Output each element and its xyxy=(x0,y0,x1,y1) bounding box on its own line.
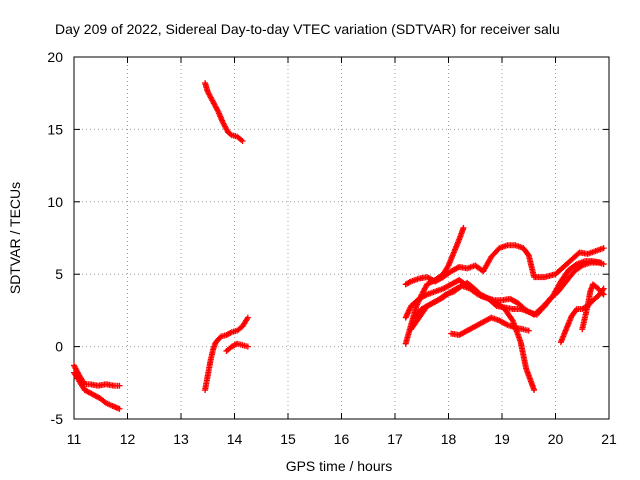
data-point xyxy=(116,405,123,412)
y-tick-label: 15 xyxy=(47,121,63,137)
y-tick-label: 5 xyxy=(55,266,63,282)
data-point xyxy=(227,131,234,138)
x-tick-label: 13 xyxy=(173,431,189,447)
x-tick-label: 17 xyxy=(387,431,403,447)
data-point xyxy=(460,224,467,231)
y-tick-label: 0 xyxy=(55,339,63,355)
series-track-2 xyxy=(71,369,123,412)
data-point xyxy=(600,291,607,298)
data-point xyxy=(503,321,510,328)
series-track-5 xyxy=(223,340,251,354)
chart-title: Day 209 of 2022, Sidereal Day-to-day VTE… xyxy=(55,21,560,37)
x-axis-label: GPS time / hours xyxy=(286,458,393,474)
data-point xyxy=(244,314,251,321)
y-tick-label: 20 xyxy=(47,49,63,65)
data-point xyxy=(573,307,580,314)
data-point xyxy=(116,382,123,389)
data-points xyxy=(71,80,607,412)
y-axis-label: SDTVAR / TECUs xyxy=(7,182,23,294)
data-point xyxy=(531,387,538,394)
x-tick-label: 20 xyxy=(548,431,564,447)
data-point xyxy=(524,251,531,258)
data-point xyxy=(492,302,499,309)
grid-lines xyxy=(74,57,609,419)
data-point xyxy=(525,327,532,334)
x-tick-label: 19 xyxy=(494,431,510,447)
x-tick-label: 21 xyxy=(601,431,617,447)
y-tick-label: 10 xyxy=(47,194,63,210)
series-track-11 xyxy=(448,314,532,339)
series-track-3 xyxy=(202,80,246,144)
data-point xyxy=(600,245,607,252)
series-track-13 xyxy=(579,281,607,333)
data-point xyxy=(600,285,607,292)
y-tick-label: -5 xyxy=(51,411,64,427)
data-point xyxy=(406,279,413,286)
series-track-4 xyxy=(202,314,251,394)
series-track-8 xyxy=(402,276,538,394)
x-tick-label: 15 xyxy=(280,431,296,447)
data-point xyxy=(238,136,245,143)
x-tick-label: 14 xyxy=(227,431,243,447)
x-tick-label: 11 xyxy=(67,431,82,447)
data-point xyxy=(244,343,251,350)
data-point xyxy=(597,259,604,266)
series-track-10 xyxy=(408,258,604,333)
data-point xyxy=(227,329,234,336)
series-track-12 xyxy=(557,285,607,346)
x-tick-label: 12 xyxy=(120,431,136,447)
data-point xyxy=(422,292,429,299)
axis-ticks: 11 12 13 14 15 16 17 18 19 20 21 -5 0 5 10 15 20 xyxy=(47,49,617,447)
data-point xyxy=(239,137,246,144)
data-point xyxy=(599,290,606,297)
x-tick-label: 16 xyxy=(334,431,350,447)
x-tick-label: 18 xyxy=(441,431,457,447)
series-track-7 xyxy=(402,242,607,288)
